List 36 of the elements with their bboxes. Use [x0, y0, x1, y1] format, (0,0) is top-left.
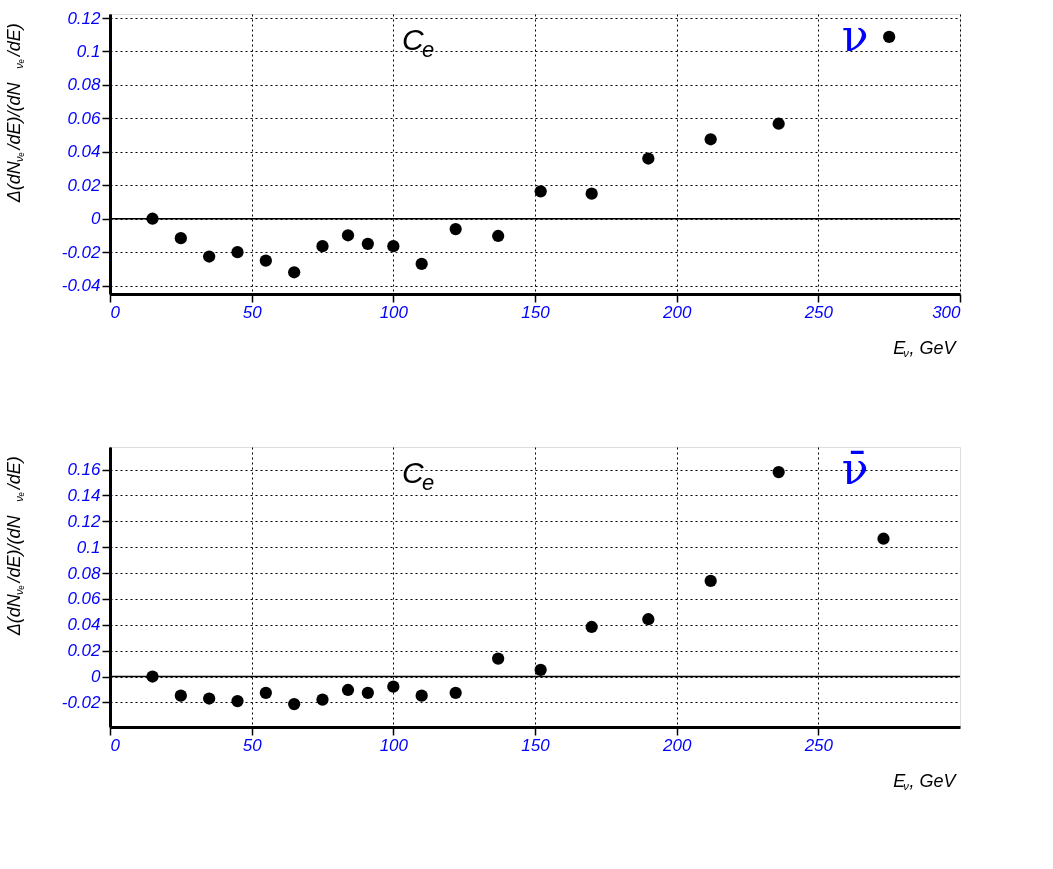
- x-tick-label: 150: [521, 302, 551, 322]
- x-tick-label: 200: [661, 302, 692, 322]
- x-tick-label: 200: [661, 735, 692, 755]
- x-tick-label: 50: [242, 735, 263, 755]
- y-tick-label: 0.02: [67, 641, 102, 661]
- y-axis-title: Δ(dNνₑ/dE)/(dNνₑ/dE): [4, 456, 26, 637]
- x-tick-label: 300: [932, 302, 962, 322]
- y-tick-label: -0.04: [61, 276, 101, 296]
- y-tick-label: 0.08: [67, 563, 102, 583]
- x-tick-label: 100: [379, 302, 409, 322]
- y-tick-label: -0.02: [61, 242, 102, 262]
- y-tick-label: 0.06: [67, 108, 102, 128]
- x-tick-label: 250: [803, 302, 834, 322]
- y-tick-label: 0: [91, 667, 102, 687]
- y-tick-label: 0.16: [67, 460, 102, 480]
- x-tick-label: 150: [521, 735, 551, 755]
- y-tick-label: 0.06: [67, 589, 102, 609]
- y-tick-label: -0.02: [61, 692, 102, 712]
- y-tick-label: 0.02: [67, 175, 102, 195]
- y-tick-label: 0.14: [67, 485, 101, 505]
- y-tick-label: 0.04: [67, 142, 101, 162]
- y-tick-label: 0.12: [67, 511, 102, 531]
- y-tick-label: 0.12: [67, 8, 102, 28]
- x-tick-label: 100: [379, 735, 409, 755]
- x-tick-label: 0: [110, 302, 121, 322]
- y-tick-label: 0.1: [76, 537, 101, 557]
- annotation: ν: [841, 10, 869, 61]
- x-tick-label: 50: [242, 302, 263, 322]
- y-tick-label: 0.08: [67, 75, 102, 95]
- y-tick-label: 0: [91, 209, 102, 229]
- x-tick-label: 0: [110, 735, 121, 755]
- y-tick-label: 0.04: [67, 615, 101, 635]
- y-axis-title: Δ(dNνₑ/dE)/(dNνₑ/dE): [4, 23, 26, 204]
- annotation: ν̄: [841, 443, 869, 494]
- y-tick-label: 0.1: [76, 41, 101, 61]
- x-tick-label: 250: [803, 735, 834, 755]
